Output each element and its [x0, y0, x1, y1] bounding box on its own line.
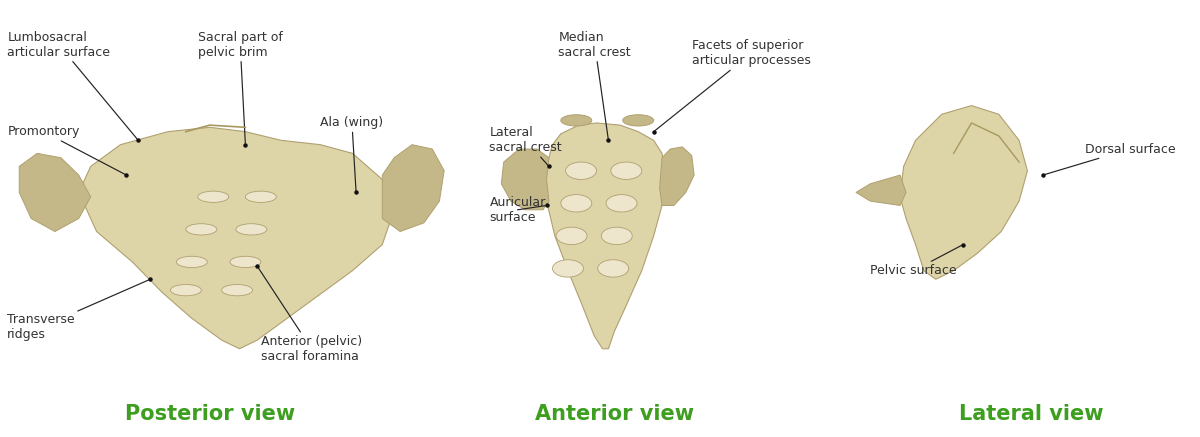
Polygon shape — [79, 127, 394, 349]
Text: Anterior view: Anterior view — [535, 404, 694, 424]
Text: Ala (wing): Ala (wing) — [320, 117, 384, 191]
Circle shape — [245, 191, 276, 202]
Text: Transverse
ridges: Transverse ridges — [7, 280, 149, 341]
Polygon shape — [502, 149, 548, 210]
Circle shape — [222, 284, 252, 296]
Polygon shape — [19, 153, 91, 232]
Text: Dorsal surface: Dorsal surface — [1044, 142, 1175, 175]
Text: Posterior view: Posterior view — [125, 404, 295, 424]
Polygon shape — [660, 147, 694, 205]
Polygon shape — [856, 175, 906, 205]
Text: Facets of superior
articular processes: Facets of superior articular processes — [655, 39, 811, 131]
Polygon shape — [542, 123, 666, 349]
Ellipse shape — [611, 162, 642, 180]
Text: Sacral part of
pelvic brim: Sacral part of pelvic brim — [198, 31, 283, 143]
Ellipse shape — [565, 162, 596, 180]
Ellipse shape — [552, 260, 583, 277]
Polygon shape — [383, 145, 444, 232]
Text: Anterior (pelvic)
sacral foramina: Anterior (pelvic) sacral foramina — [258, 267, 362, 363]
Circle shape — [623, 115, 654, 126]
Circle shape — [230, 256, 260, 267]
Circle shape — [170, 284, 202, 296]
Text: Pelvic surface: Pelvic surface — [870, 245, 962, 277]
Circle shape — [560, 115, 592, 126]
Text: Auricular
surface: Auricular surface — [490, 196, 546, 224]
Ellipse shape — [556, 227, 587, 245]
Ellipse shape — [601, 227, 632, 245]
Polygon shape — [900, 106, 1027, 279]
Text: Lateral view: Lateral view — [959, 404, 1103, 424]
Circle shape — [236, 224, 266, 235]
Text: Median
sacral crest: Median sacral crest — [558, 31, 631, 139]
Text: Promontory: Promontory — [7, 125, 125, 174]
Ellipse shape — [598, 260, 629, 277]
Ellipse shape — [560, 194, 592, 212]
Text: Lumbosacral
articular surface: Lumbosacral articular surface — [7, 31, 137, 139]
Circle shape — [198, 191, 229, 202]
Circle shape — [176, 256, 208, 267]
Ellipse shape — [606, 194, 637, 212]
Text: Lateral
sacral crest: Lateral sacral crest — [490, 126, 562, 165]
Circle shape — [186, 224, 217, 235]
